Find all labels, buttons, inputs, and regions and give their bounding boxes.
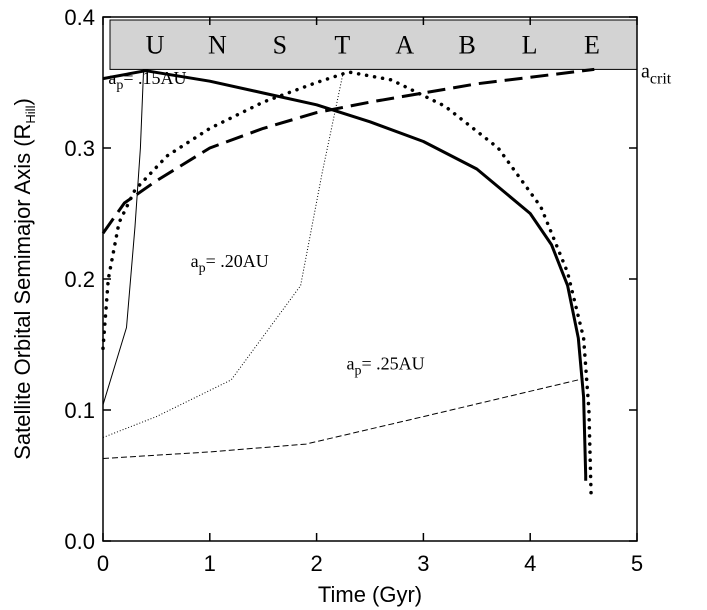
x-tick-label: 2 (310, 551, 322, 576)
y-tick-label: 0.0 (64, 529, 95, 554)
x-tick-label: 4 (524, 551, 536, 576)
x-tick-label: 1 (204, 551, 216, 576)
unstable-letter: L (522, 31, 538, 60)
series-thick-dashed (101, 67, 595, 235)
annotations: ap= .15AU ap= .20AU ap= .25AU (108, 68, 424, 379)
series-thin-dashed (102, 378, 584, 459)
unstable-letter: S (273, 31, 287, 60)
y-axis-label-close: ) (10, 98, 35, 105)
y-axis-label-main: Satellite Orbital Semimajor Axis (R (10, 124, 35, 460)
ap-label: ap= .15AU (108, 68, 186, 93)
series-thin-solid (102, 69, 145, 405)
unstable-letter: A (395, 31, 414, 60)
ap-label: ap= .25AU (347, 353, 425, 378)
y-tick-label: 0.2 (64, 267, 95, 292)
series-thick-dotted (101, 70, 593, 497)
acrit-sub: crit (650, 70, 672, 87)
unstable-letter: B (458, 31, 475, 60)
ap-label: ap= .20AU (191, 251, 269, 276)
y-tick-label: 0.4 (64, 5, 95, 30)
x-tick-label: 0 (97, 551, 109, 576)
x-tick-label: 3 (417, 551, 429, 576)
y-axis-label: Satellite Orbital Semimajor Axis (RHill) (10, 98, 38, 460)
unstable-letter: N (208, 31, 227, 60)
unstable-letter: E (584, 31, 600, 60)
y-tick-label: 0.1 (64, 398, 95, 423)
plot-frame (102, 16, 638, 542)
acrit-main: a (641, 60, 650, 82)
axis-ticks: 0 1 2 3 4 5 0.0 0.1 0.2 0.3 0.4 (64, 5, 643, 576)
unstable-band (109, 19, 638, 70)
unstable-letter: T (334, 31, 350, 60)
series-thick-solid (102, 69, 588, 481)
y-tick-label: 0.3 (64, 136, 95, 161)
acrit-label: acrit (641, 60, 672, 87)
series-layer (101, 67, 595, 497)
y-axis-label-sub: Hill (23, 105, 38, 123)
x-axis-label: Time (Gyr) (318, 582, 422, 607)
x-tick-label: 5 (631, 551, 643, 576)
unstable-letter: U (146, 31, 165, 60)
